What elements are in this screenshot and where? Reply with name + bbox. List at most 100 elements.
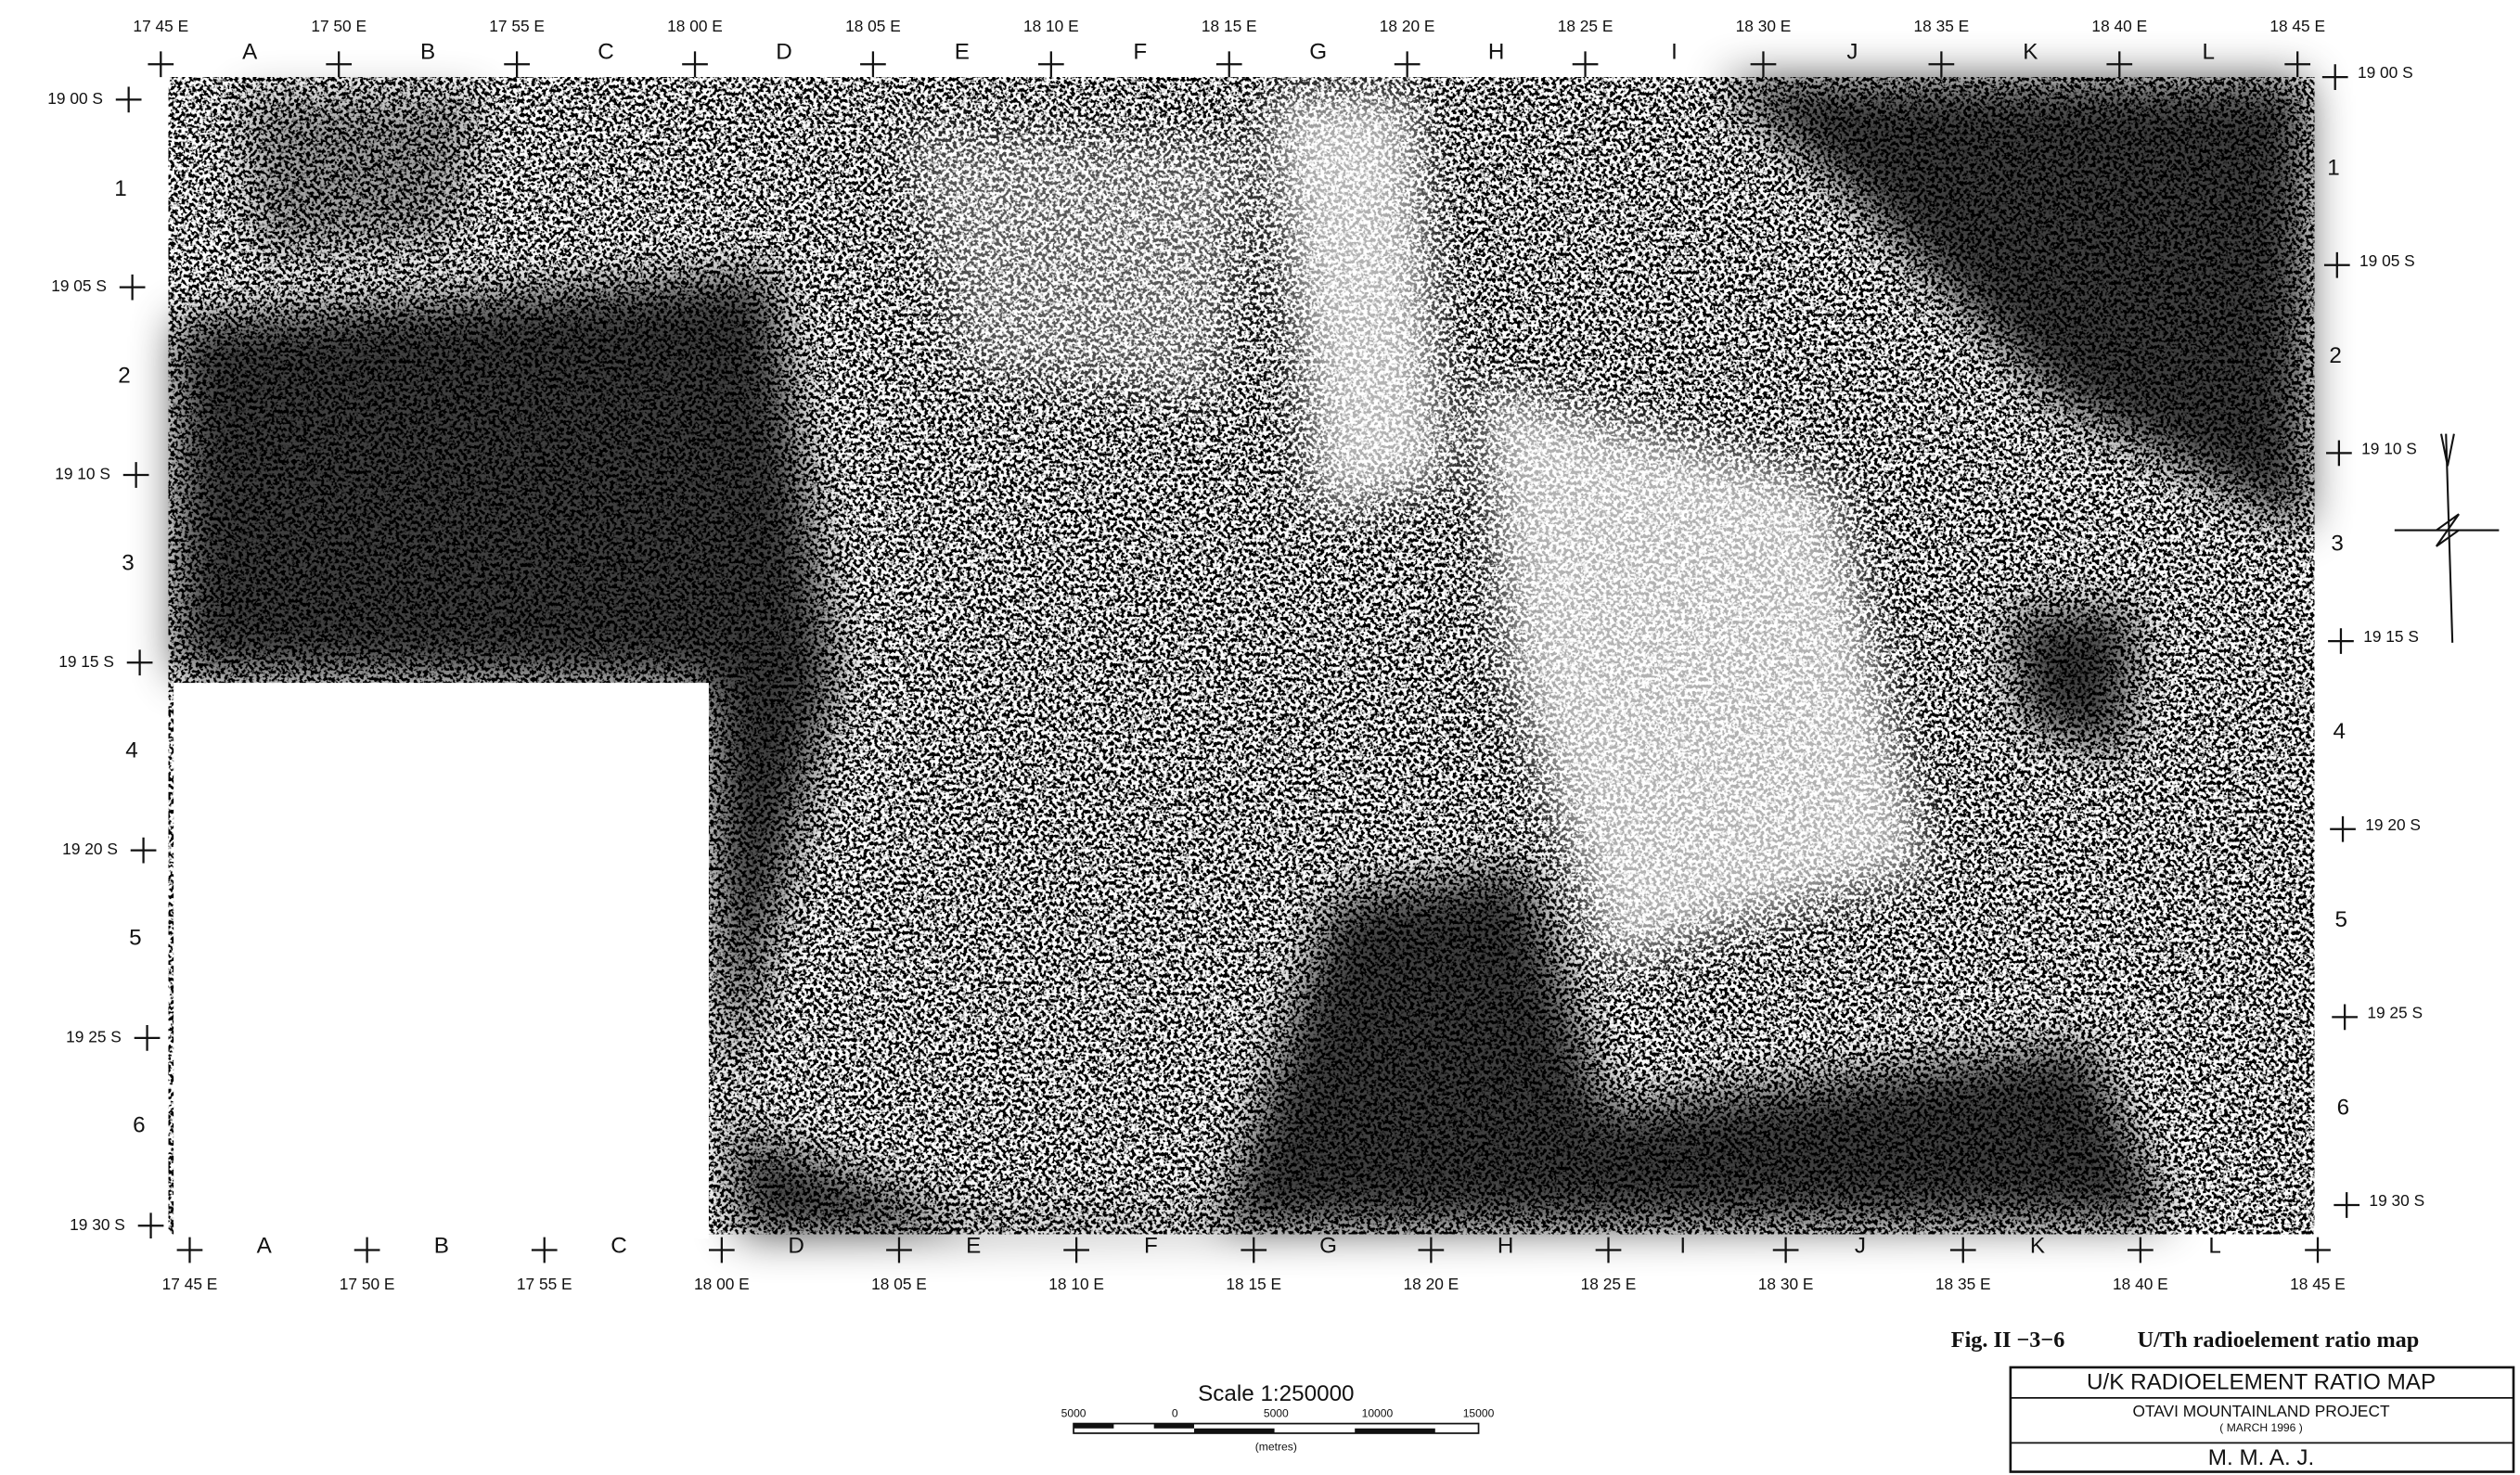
grid-cross bbox=[1929, 51, 1955, 77]
column-label: L bbox=[2208, 1233, 2220, 1258]
row-label: 3 bbox=[122, 551, 134, 576]
scale-tick-label: 10000 bbox=[1362, 1406, 1394, 1419]
longitude-label: 18 45 E bbox=[2290, 1275, 2346, 1293]
latitude-label: 19 05 S bbox=[51, 276, 107, 295]
grid-cross bbox=[120, 275, 146, 301]
longitude-label: 17 55 E bbox=[489, 17, 545, 35]
map-figure: Scale 1:250000 (metres) Fig. II −3−6 U/T… bbox=[0, 0, 2520, 1475]
row-label: 3 bbox=[2331, 532, 2343, 557]
column-label: D bbox=[788, 1233, 804, 1258]
row-label: 1 bbox=[114, 176, 126, 201]
longitude-label: 17 50 E bbox=[311, 17, 366, 35]
longitude-label: 18 10 E bbox=[1023, 17, 1079, 35]
latitude-label: 19 30 S bbox=[70, 1215, 125, 1234]
block-project: OTAVI MOUNTAINLAND PROJECT bbox=[2133, 1402, 2390, 1420]
longitude-label: 17 45 E bbox=[162, 1275, 218, 1293]
grid-cross bbox=[504, 51, 530, 77]
block-org: M. M. A. J. bbox=[2208, 1445, 2314, 1470]
row-label: 4 bbox=[125, 738, 137, 763]
column-label: L bbox=[2202, 40, 2214, 65]
grid-cross bbox=[326, 51, 352, 77]
grid-cross bbox=[131, 838, 157, 864]
grid-cross bbox=[2330, 816, 2356, 842]
column-label: B bbox=[420, 40, 435, 65]
grid-cross bbox=[2284, 51, 2310, 77]
grid-cross bbox=[1216, 51, 1242, 77]
title-block: U/K RADIOELEMENT RATIO MAP OTAVI MOUNTAI… bbox=[2011, 1367, 2514, 1472]
column-label: H bbox=[1498, 1233, 1514, 1258]
scale-unit: (metres) bbox=[1255, 1441, 1297, 1454]
column-label: I bbox=[1671, 40, 1678, 65]
longitude-label: 18 35 E bbox=[1935, 1275, 1991, 1293]
block-title: U/K RADIOELEMENT RATIO MAP bbox=[2087, 1370, 2436, 1395]
longitude-label: 18 30 E bbox=[1758, 1275, 1814, 1293]
latitude-label: 19 00 S bbox=[2358, 63, 2413, 82]
block-date: ( MARCH 1996 ) bbox=[2219, 1421, 2303, 1434]
no-data-area bbox=[174, 683, 709, 1238]
column-label: A bbox=[242, 40, 258, 65]
figure-number: Fig. II −3−6 bbox=[1951, 1328, 2065, 1353]
grid-cross bbox=[1950, 1238, 1976, 1263]
latitude-label: 19 10 S bbox=[55, 465, 110, 483]
grid-cross bbox=[2334, 1192, 2359, 1218]
map-image bbox=[169, 77, 2314, 1238]
scale-label: Scale 1:250000 bbox=[1198, 1381, 1354, 1406]
longitude-label: 18 30 E bbox=[1736, 17, 1792, 35]
row-label: 4 bbox=[2333, 719, 2345, 744]
longitude-label: 18 05 E bbox=[845, 17, 901, 35]
grid-cross bbox=[2328, 628, 2354, 654]
longitude-label: 18 00 E bbox=[694, 1275, 750, 1293]
column-label: B bbox=[434, 1233, 449, 1258]
row-label: 2 bbox=[2329, 343, 2341, 368]
longitude-label: 18 20 E bbox=[1380, 17, 1435, 35]
column-label: J bbox=[1855, 1233, 1866, 1258]
grid-cross bbox=[860, 51, 886, 77]
longitude-label: 18 15 E bbox=[1202, 17, 1257, 35]
grid-cross bbox=[1038, 51, 1064, 77]
column-label: E bbox=[955, 40, 970, 65]
column-label: F bbox=[1144, 1233, 1158, 1258]
column-label: H bbox=[1488, 40, 1505, 65]
grid-cross bbox=[138, 1212, 164, 1238]
longitude-label: 18 05 E bbox=[871, 1275, 927, 1293]
longitude-label: 17 50 E bbox=[340, 1275, 395, 1293]
page: Scale 1:250000 (metres) Fig. II −3−6 U/T… bbox=[0, 0, 2520, 1475]
longitude-label: 18 35 E bbox=[1914, 17, 1970, 35]
row-label: 6 bbox=[2337, 1096, 2349, 1121]
grid-cross bbox=[1063, 1238, 1089, 1263]
scale-tick-label: 5000 bbox=[1061, 1406, 1086, 1419]
grid-cross bbox=[2324, 252, 2350, 278]
longitude-label: 18 40 E bbox=[2091, 17, 2147, 35]
grid-cross bbox=[148, 51, 174, 77]
row-label: 6 bbox=[133, 1113, 145, 1138]
latitude-label: 19 00 S bbox=[47, 89, 103, 108]
grid-cross bbox=[1241, 1238, 1266, 1263]
scale-tick-label: 5000 bbox=[1264, 1406, 1289, 1419]
grid-cross bbox=[1751, 51, 1777, 77]
column-label: G bbox=[1319, 1233, 1337, 1258]
longitude-label: 17 45 E bbox=[133, 17, 188, 35]
longitude-label: 17 55 E bbox=[517, 1275, 572, 1293]
column-label: I bbox=[1679, 1233, 1686, 1258]
column-label: C bbox=[611, 1233, 627, 1258]
latitude-label: 19 15 S bbox=[58, 652, 114, 671]
column-label: J bbox=[1846, 40, 1858, 65]
row-label: 5 bbox=[129, 926, 141, 951]
grid-cross bbox=[2322, 64, 2348, 90]
longitude-label: 18 15 E bbox=[1226, 1275, 1281, 1293]
longitude-label: 18 40 E bbox=[2113, 1275, 2168, 1293]
column-label: K bbox=[2030, 1233, 2045, 1258]
column-label: A bbox=[257, 1233, 273, 1258]
grid-cross bbox=[354, 1238, 380, 1263]
row-label: 5 bbox=[2335, 907, 2347, 932]
longitude-label: 18 25 E bbox=[1558, 17, 1614, 35]
grid-cross bbox=[2326, 441, 2352, 467]
grid-cross bbox=[1419, 1238, 1445, 1263]
scale-tick-label: 15000 bbox=[1463, 1406, 1495, 1419]
grid-cross bbox=[709, 1238, 735, 1263]
longitude-label: 18 10 E bbox=[1048, 1275, 1104, 1293]
scale-tick-label: 0 bbox=[1172, 1406, 1178, 1419]
grid-cross bbox=[2305, 1238, 2331, 1263]
grid-cross bbox=[123, 462, 149, 488]
latitude-label: 19 25 S bbox=[2367, 1003, 2423, 1021]
